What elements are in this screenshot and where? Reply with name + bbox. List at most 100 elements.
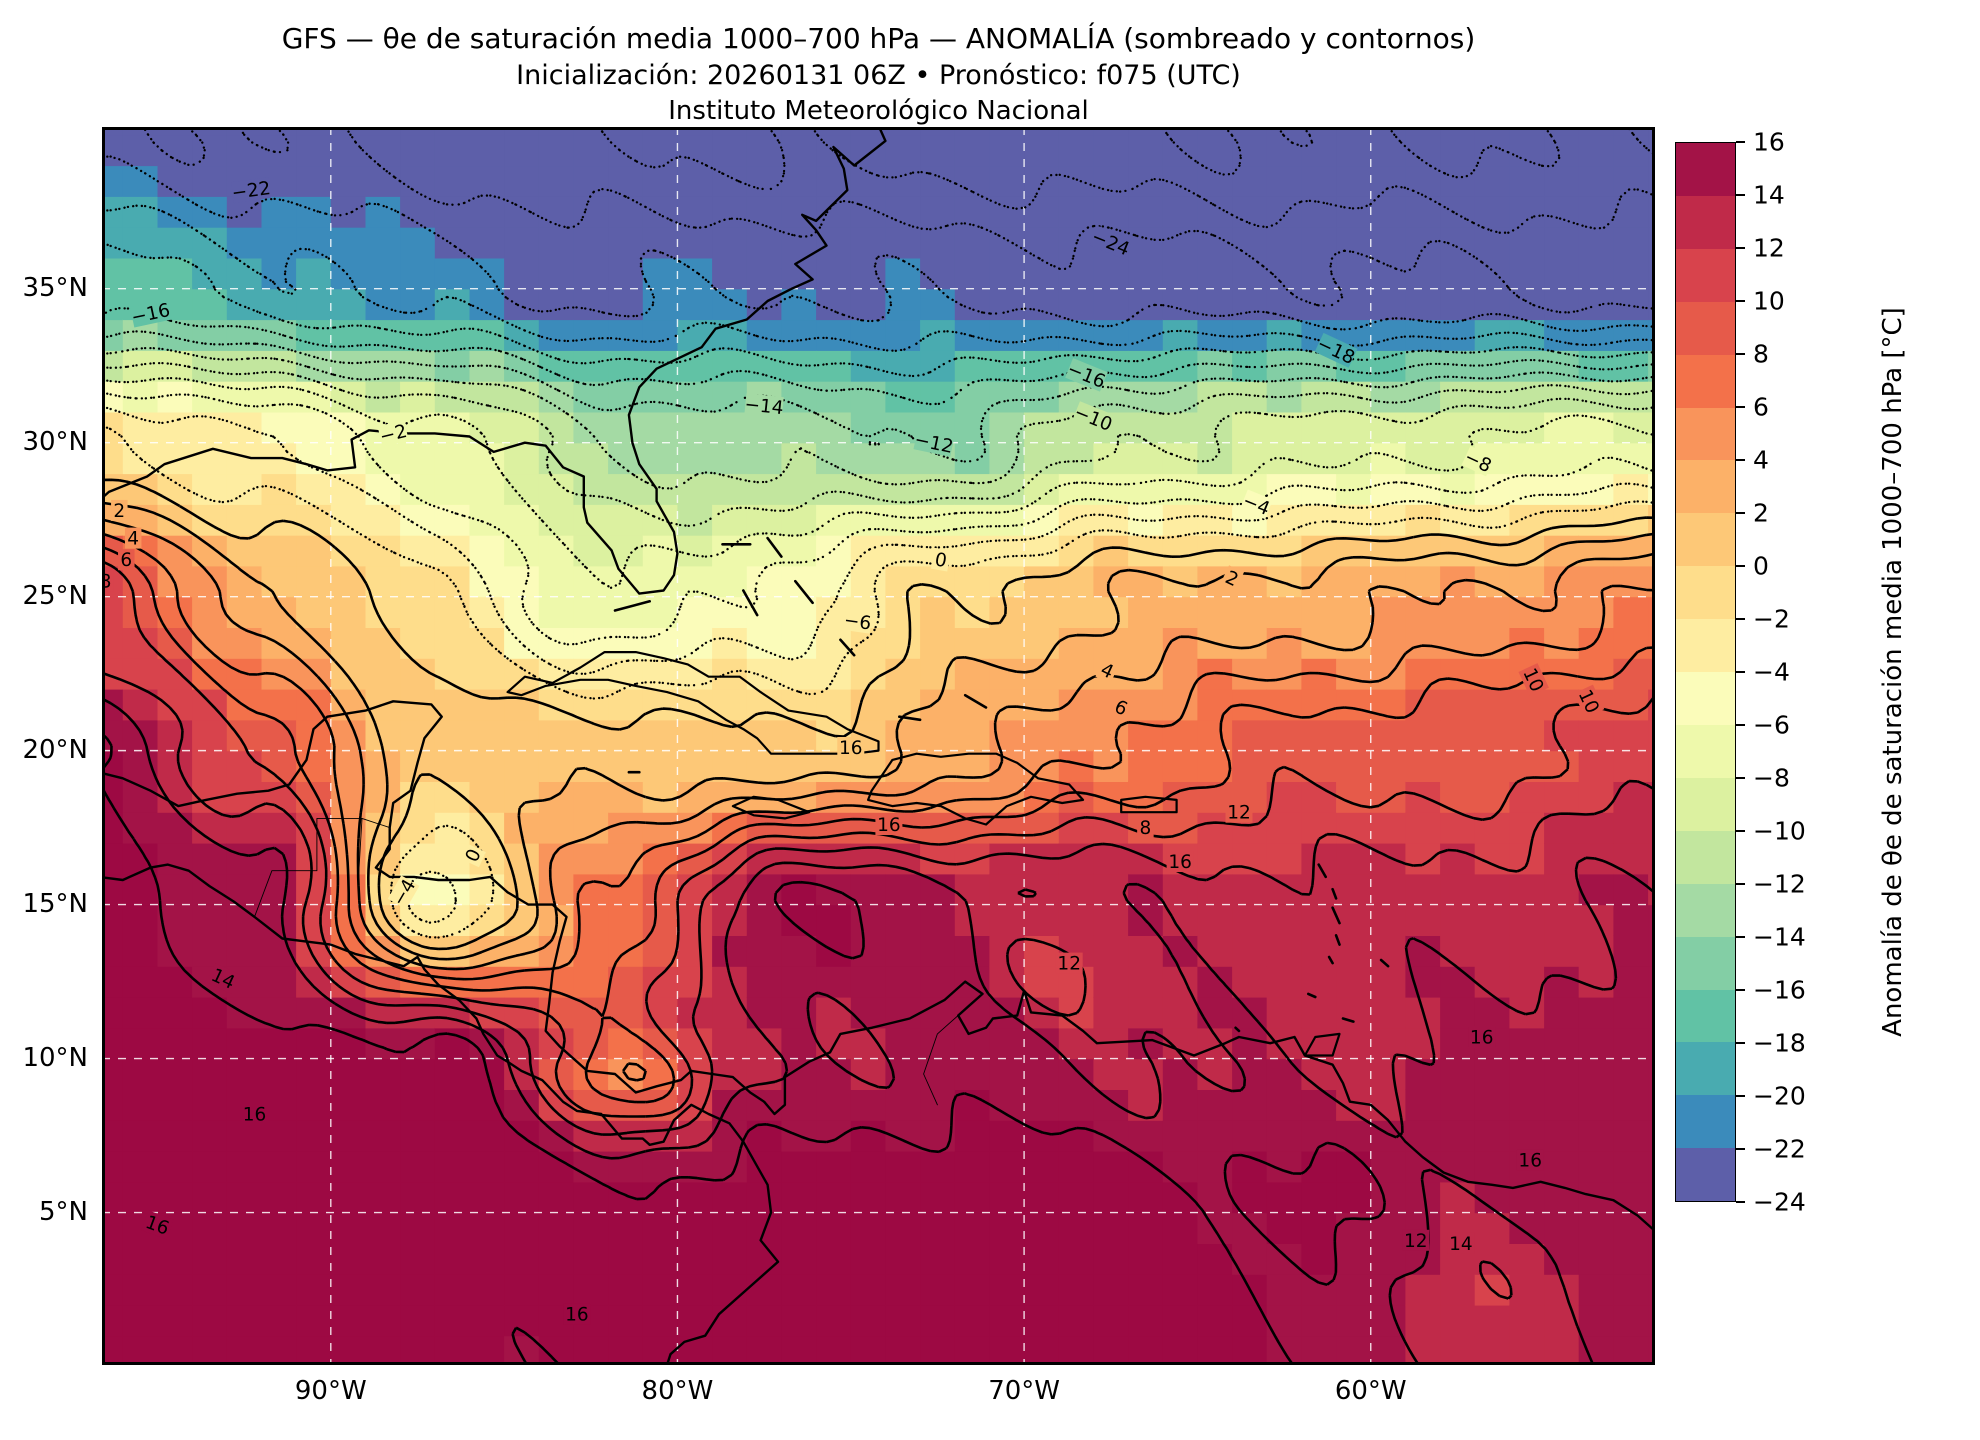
colorbar-band — [1676, 989, 1735, 1043]
figure-subtitle-init-forecast: Inicialización: 20260131 06Z • Pronóstic… — [516, 60, 1241, 91]
contour-label: 8 — [102, 570, 114, 593]
contour-label: 8 — [1137, 817, 1154, 839]
small-island — [1341, 1017, 1355, 1023]
border-line — [923, 1005, 970, 1106]
island-coastline — [731, 795, 811, 820]
colorbar-tick — [1736, 830, 1745, 832]
colorbar-tick-label: 2 — [1753, 498, 1769, 528]
coastline — [102, 863, 780, 1365]
svg-text:16: 16 — [1168, 852, 1192, 873]
colorbar-band — [1676, 1042, 1735, 1096]
colorbar-band — [1676, 513, 1735, 567]
coastline — [102, 127, 887, 595]
colorbar-tick-label: −4 — [1753, 657, 1790, 687]
svg-text:16: 16 — [877, 815, 901, 836]
contour-label: −12 — [913, 428, 955, 458]
small-island — [793, 579, 814, 605]
lat-tick-label: 35°N — [22, 272, 88, 303]
colorbar-tick — [1736, 989, 1745, 991]
contour-label: −6 — [843, 609, 873, 635]
svg-text:2: 2 — [113, 501, 125, 522]
small-island — [1379, 958, 1390, 968]
colorbar-tick-label: −14 — [1753, 922, 1806, 952]
colorbar-band — [1676, 724, 1735, 778]
colorbar-tick — [1736, 194, 1745, 196]
colorbar-tick-label: −10 — [1753, 816, 1806, 846]
contour-label: −2 — [377, 419, 409, 448]
small-island — [1334, 934, 1341, 946]
colorbar-band — [1676, 936, 1735, 990]
contour-label: 2 — [1220, 565, 1245, 592]
colorbar-tick — [1736, 141, 1745, 143]
colorbar-tick — [1736, 1095, 1745, 1097]
map-border — [102, 127, 1655, 1365]
lon-tick-label: 80°W — [641, 1376, 714, 1406]
colorbar-tick — [1736, 300, 1745, 302]
small-island — [963, 693, 988, 709]
coastline — [102, 700, 1655, 1233]
negative-contours — [102, 127, 1655, 939]
colorbar-tick — [1736, 671, 1745, 673]
small-island — [1331, 906, 1341, 925]
colorbar-tick — [1736, 618, 1745, 620]
colorbar-band — [1676, 301, 1735, 355]
colorbar-tick-label: −20 — [1753, 1081, 1806, 1111]
colorbar-tick — [1736, 936, 1745, 938]
lat-tick-label: 30°N — [22, 426, 88, 457]
contour-label: −14 — [743, 393, 785, 419]
colorbar-band — [1676, 143, 1735, 196]
colorbar-tick — [1736, 724, 1745, 726]
colorbar-tick-label: −16 — [1753, 975, 1806, 1005]
small-island — [1331, 887, 1338, 900]
colorbar-tick — [1736, 247, 1745, 249]
small-island — [1307, 992, 1317, 999]
small-island — [741, 589, 759, 617]
contour-label: 16 — [563, 1303, 591, 1326]
contour-label: 16 — [1166, 851, 1194, 873]
colorbar-tick-label: 14 — [1753, 180, 1785, 210]
svg-text:4: 4 — [127, 529, 139, 550]
colorbar-band — [1676, 830, 1735, 884]
colorbar-tick-label: −24 — [1753, 1187, 1806, 1217]
coastlines — [102, 127, 1655, 1365]
colorbar-tick-label: 10 — [1753, 286, 1785, 316]
lat-tick-label: 20°N — [22, 734, 88, 765]
svg-text:6: 6 — [120, 550, 132, 571]
colorbar-tick — [1736, 1201, 1745, 1203]
svg-text:−6: −6 — [843, 610, 873, 635]
lat-tick-label: 10°N — [22, 1042, 88, 1073]
colorbar-tick-label: −18 — [1753, 1028, 1806, 1058]
lon-tick-label: 90°W — [294, 1376, 367, 1406]
colorbar-tick-label: 4 — [1753, 445, 1769, 475]
contour-label: 6 — [118, 549, 135, 571]
colorbar-tick — [1736, 459, 1745, 461]
lat-tick-label: 5°N — [39, 1196, 88, 1227]
colorbar-tick-label: 0 — [1753, 551, 1769, 581]
map-svg: −22−24−18−16−16−14−12−10−8−6−4−2−4002468… — [102, 127, 1655, 1365]
small-island — [613, 599, 652, 612]
svg-text:14: 14 — [1449, 1234, 1473, 1255]
svg-text:8: 8 — [1140, 818, 1152, 839]
small-island — [1317, 863, 1327, 879]
island-coastline — [506, 650, 880, 755]
lat-tick-label: 25°N — [22, 580, 88, 611]
colorbar-tick — [1736, 565, 1745, 567]
lat-tick-label: 15°N — [22, 888, 88, 919]
svg-text:16: 16 — [839, 738, 863, 759]
colorbar-band — [1676, 460, 1735, 514]
colorbar-band — [1676, 248, 1735, 302]
contour-label: 16 — [837, 737, 865, 759]
colorbar-band — [1676, 195, 1735, 249]
colorbar-tick-label: −8 — [1753, 763, 1790, 793]
colorbar-tick — [1736, 1148, 1745, 1150]
colorbar-tick — [1736, 1042, 1745, 1044]
lon-tick-label: 60°W — [1334, 1376, 1407, 1406]
colorbar-tick-label: 6 — [1753, 392, 1769, 422]
svg-text:−14: −14 — [743, 394, 784, 419]
contour-label: 12 — [1055, 952, 1083, 975]
colorbar-tick-label: 16 — [1753, 127, 1785, 157]
svg-text:12: 12 — [1404, 1231, 1428, 1252]
colorbar-tick-label: −6 — [1753, 710, 1790, 740]
colorbar-band — [1676, 883, 1735, 937]
